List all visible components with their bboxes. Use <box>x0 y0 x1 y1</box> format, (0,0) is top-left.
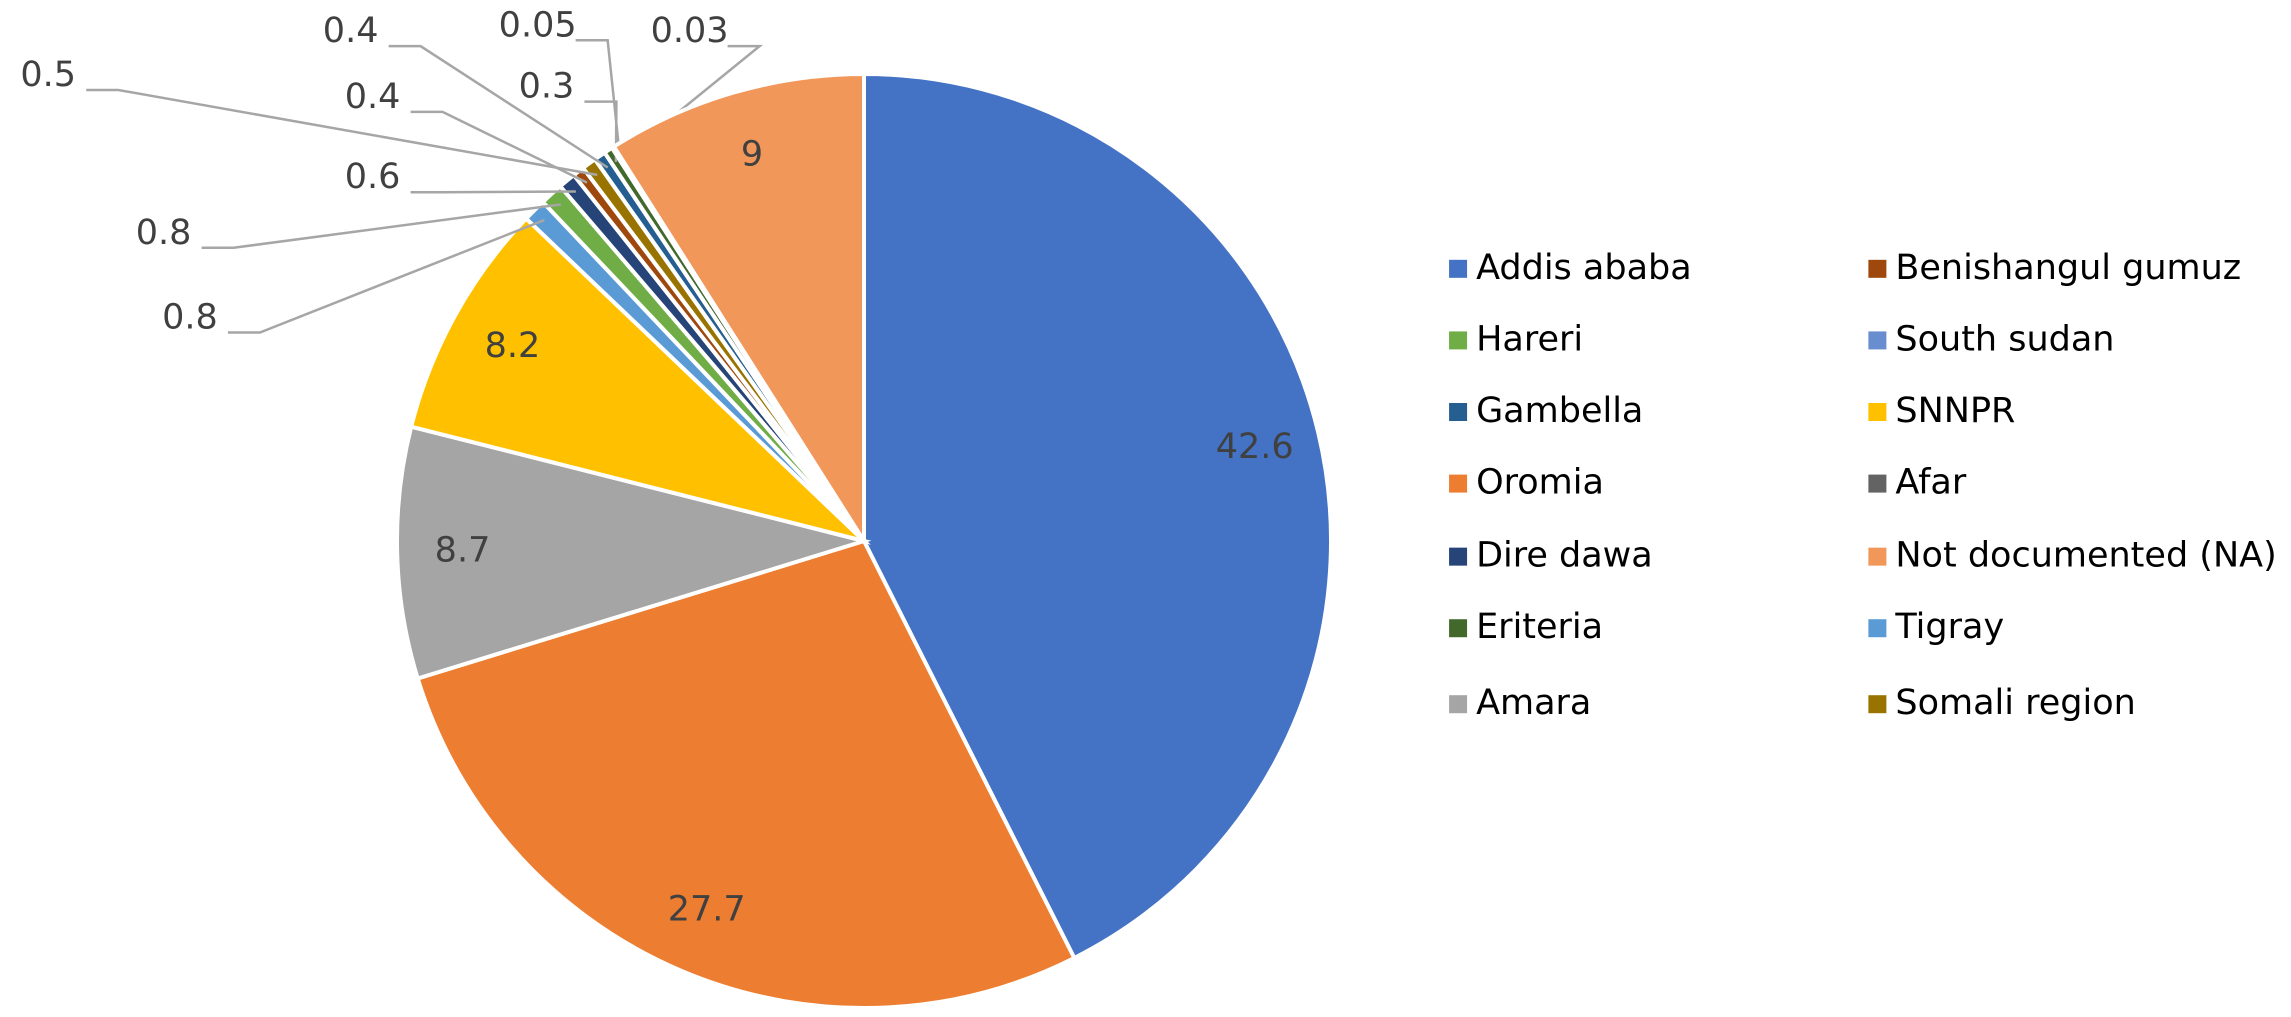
legend-swatch <box>1449 259 1468 278</box>
legend-label: South sudan <box>1895 319 2114 359</box>
legend-swatch <box>1449 474 1468 493</box>
data-label: 0.8 <box>162 297 218 337</box>
data-label: 0.5 <box>20 55 76 95</box>
leader-line <box>584 100 618 162</box>
legend-label: Dire dawa <box>1476 536 1653 576</box>
legend-label: Not documented (NA) <box>1895 536 2276 576</box>
legend-label: SNNPR <box>1895 391 2015 431</box>
legend-label: Eriteria <box>1476 607 1603 647</box>
leader-line <box>201 203 561 250</box>
data-label: 9 <box>741 134 763 174</box>
legend-label: Oromia <box>1476 463 1604 503</box>
data-label: 0.6 <box>345 157 401 197</box>
data-label: 0.8 <box>136 213 192 253</box>
legend-swatch <box>1868 259 1887 278</box>
legend-swatch <box>1449 619 1468 638</box>
data-label: 0.05 <box>499 5 577 45</box>
legend-swatch <box>1449 695 1468 714</box>
legend-swatch <box>1868 403 1887 422</box>
leader-line <box>410 190 576 194</box>
legend-label: Hareri <box>1476 319 1583 359</box>
pie-slice <box>395 424 872 681</box>
leader-line <box>575 39 622 160</box>
leader-line <box>410 110 588 184</box>
legend-swatch <box>1868 547 1887 566</box>
legend-swatch <box>1868 619 1887 638</box>
legend-label: Gambella <box>1476 391 1643 431</box>
legend-label: Amara <box>1476 683 1591 723</box>
data-label: 0.3 <box>519 67 575 107</box>
data-label: 0.4 <box>345 77 401 117</box>
legend-label: Tigray <box>1894 607 2004 647</box>
legend-swatch <box>1868 474 1887 493</box>
data-label: 27.7 <box>668 890 746 930</box>
legend-swatch <box>1449 403 1468 422</box>
legend-label: Benishangul gumuz <box>1895 248 2241 288</box>
data-label: 42.6 <box>1216 427 1294 467</box>
pie-slice <box>415 538 1077 1010</box>
legend-label: Afar <box>1895 463 1966 503</box>
data-label: 0.4 <box>323 11 379 51</box>
pie-slice <box>611 71 866 548</box>
legend-swatch <box>1449 547 1468 566</box>
legend-swatch <box>1449 331 1468 350</box>
legend-swatch <box>1868 695 1887 714</box>
leader-line <box>388 44 609 169</box>
data-label: 0.03 <box>651 11 729 51</box>
data-label: 8.7 <box>435 530 491 570</box>
data-label: 8.2 <box>485 326 541 366</box>
legend-label: Somali region <box>1895 683 2135 723</box>
leader-line <box>227 218 545 334</box>
leader-line <box>86 88 598 177</box>
pie-slice <box>862 71 1333 961</box>
legend-swatch <box>1868 331 1887 350</box>
legend-label: Addis ababa <box>1476 248 1692 288</box>
